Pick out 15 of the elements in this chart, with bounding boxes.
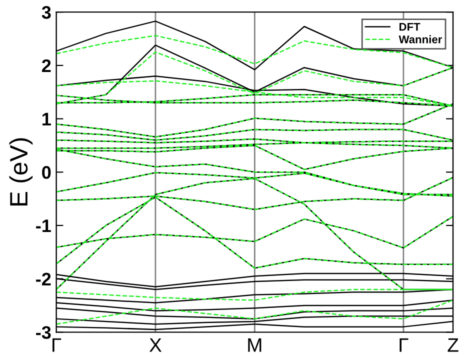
y-tick-label: -2 — [36, 272, 51, 286]
x-tick-label: Z — [448, 338, 458, 352]
legend-label: Wannier — [398, 35, 442, 44]
y-tick-label: -1 — [36, 220, 51, 232]
y-tick-label: 3 — [42, 6, 51, 19]
x-tick-label: Γ — [400, 338, 408, 352]
x-tick-label: Γ — [52, 338, 62, 352]
y-tick-label: -3 — [36, 326, 51, 339]
legend-label: DFT — [400, 23, 420, 31]
x-tick-label: X — [149, 338, 162, 352]
y-tick-label: 1 — [42, 112, 51, 126]
x-tick-label: M — [248, 338, 262, 352]
y-axis-title: E (eV) — [9, 138, 33, 206]
y-tick-label: 2 — [42, 59, 51, 72]
y-tick-label: 0 — [42, 166, 51, 179]
